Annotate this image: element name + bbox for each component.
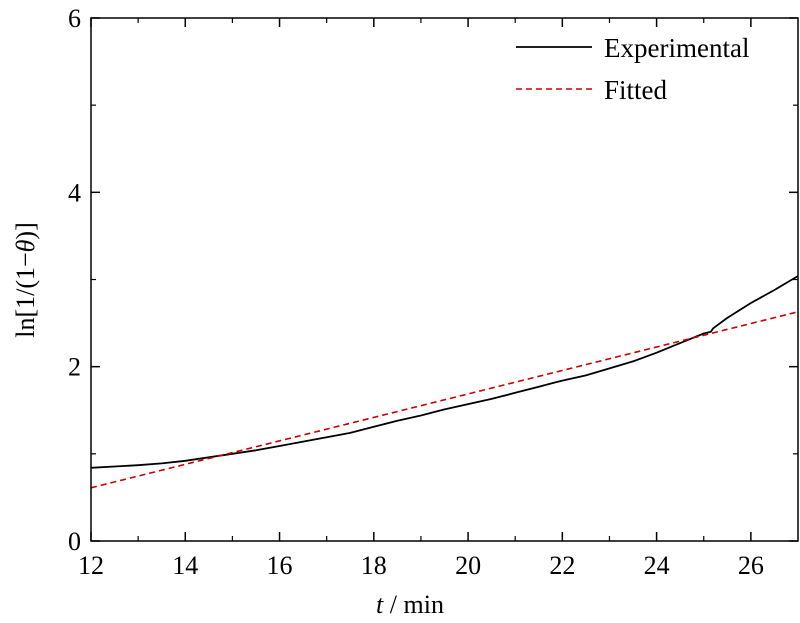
- x-tick-label: 12: [78, 551, 104, 580]
- x-axis-label-unit: / min: [383, 590, 444, 619]
- plot-series-group: [90, 275, 799, 489]
- x-tick-label: 20: [455, 551, 481, 580]
- x-tick-label: 26: [738, 551, 764, 580]
- legend-label-experimental: Experimental: [604, 33, 749, 63]
- y-tick-label: 2: [68, 353, 81, 382]
- y-tick-label: 0: [68, 527, 81, 556]
- y-axis-label-part-3: )]: [11, 222, 40, 239]
- x-axis-label-italic: t: [376, 590, 384, 619]
- y-tick-label: 6: [68, 4, 81, 33]
- y-tick-label: 4: [68, 178, 81, 207]
- x-tick-label: 18: [361, 551, 387, 580]
- plot-frame: [90, 17, 799, 542]
- x-axis-label: t / min: [376, 590, 444, 619]
- series-line-fitted: [90, 311, 799, 489]
- y-axis-label: ln[1/(1−θ)]: [11, 222, 40, 338]
- x-tick-label: 22: [549, 551, 575, 580]
- x-tick-label: 16: [267, 551, 293, 580]
- legend-label-fitted: Fitted: [604, 75, 668, 105]
- x-tick-label: 24: [644, 551, 670, 580]
- series-line-experimental: [90, 275, 799, 469]
- y-axis-label-part-1: ln[1/(1−: [11, 252, 40, 337]
- y-axis-label-theta: θ: [11, 239, 40, 252]
- x-tick-label: 14: [172, 551, 198, 580]
- legend: Experimental Fitted: [516, 33, 749, 105]
